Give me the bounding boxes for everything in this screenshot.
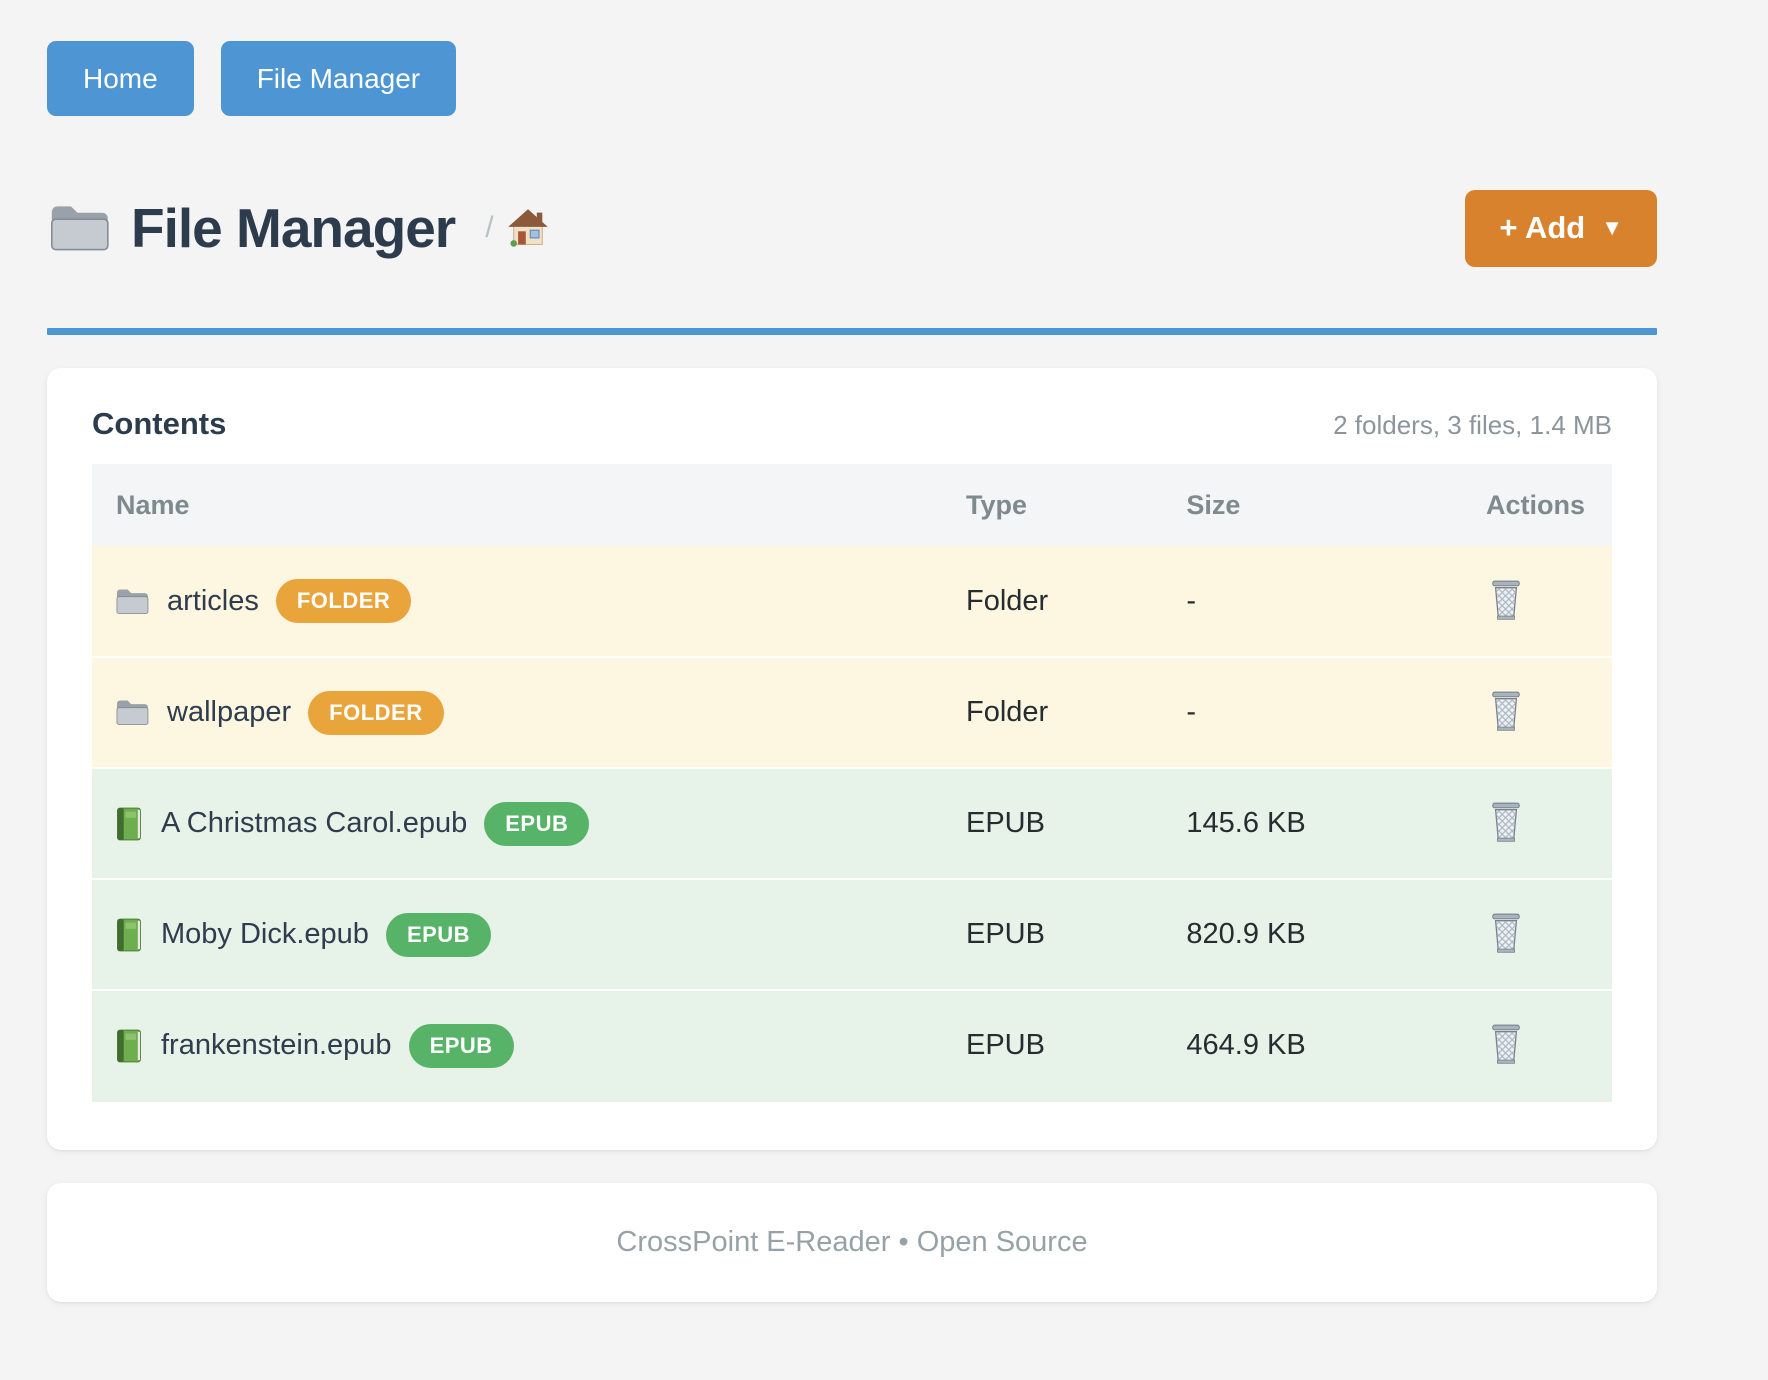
trash-icon xyxy=(1489,690,1523,732)
page-header: File Manager / + Add ▼ xyxy=(47,182,1657,274)
folder-icon xyxy=(47,200,111,256)
contents-title: Contents xyxy=(92,406,227,441)
table-row: wallpaper FOLDER Folder - xyxy=(92,656,1612,768)
type-badge: EPUB xyxy=(385,912,492,957)
book-icon xyxy=(114,917,144,953)
table-row: articles FOLDER Folder - xyxy=(92,546,1612,657)
home-button[interactable]: Home xyxy=(47,41,194,116)
page-title: File Manager xyxy=(131,197,456,259)
contents-card: Contents 2 folders, 3 files, 1.4 MB Name… xyxy=(47,368,1657,1150)
file-manager-button[interactable]: File Manager xyxy=(220,41,457,116)
file-table: Name Type Size Actions xyxy=(92,464,1612,1102)
table-row: Moby Dick.epub EPUB EPUB 820.9 KB xyxy=(92,878,1612,990)
item-size: 145.6 KB xyxy=(1186,767,1400,879)
top-nav: Home File Manager xyxy=(47,41,1657,116)
delete-button[interactable] xyxy=(1485,686,1527,739)
page: Home File Manager File Manager / + Add ▼ xyxy=(47,0,1657,1302)
column-header-size: Size xyxy=(1186,464,1400,546)
item-size: - xyxy=(1186,656,1400,768)
trash-icon xyxy=(1489,579,1523,621)
delete-button[interactable] xyxy=(1485,908,1527,961)
delete-button[interactable] xyxy=(1485,575,1527,628)
add-button[interactable]: + Add ▼ xyxy=(1465,189,1657,267)
delete-button[interactable] xyxy=(1485,797,1527,850)
column-header-actions: Actions xyxy=(1399,464,1612,546)
house-icon[interactable] xyxy=(506,206,550,250)
add-button-label: + Add xyxy=(1499,210,1586,245)
item-type: EPUB xyxy=(966,767,1187,879)
delete-button[interactable] xyxy=(1485,1019,1527,1072)
type-badge: FOLDER xyxy=(308,690,444,735)
item-name-link[interactable]: Moby Dick.epub xyxy=(161,918,369,950)
book-icon xyxy=(114,1028,144,1064)
item-size: - xyxy=(1186,584,1197,617)
column-header-type: Type xyxy=(966,464,1187,546)
item-type: Folder xyxy=(966,656,1187,768)
chevron-down-icon: ▼ xyxy=(1601,215,1623,240)
type-badge: FOLDER xyxy=(275,579,412,623)
folder-icon xyxy=(114,586,150,617)
contents-summary: 2 folders, 3 files, 1.4 MB xyxy=(1333,410,1612,440)
footer: CrossPoint E-Reader • Open Source xyxy=(47,1183,1657,1302)
item-name-link[interactable]: articles xyxy=(167,584,259,617)
trash-icon xyxy=(1489,1023,1523,1065)
item-type: EPUB xyxy=(966,989,1187,1102)
trash-icon xyxy=(1489,801,1523,843)
type-badge: EPUB xyxy=(484,801,590,846)
item-name-link[interactable]: A Christmas Carol.epub xyxy=(161,807,468,839)
column-header-name: Name xyxy=(92,464,966,546)
type-badge: EPUB xyxy=(408,1023,514,1068)
table-header-row: Name Type Size Actions xyxy=(92,464,1612,546)
accent-divider xyxy=(47,328,1657,335)
item-name-link[interactable]: frankenstein.epub xyxy=(161,1029,392,1061)
item-name-link[interactable]: wallpaper xyxy=(167,696,292,728)
folder-icon xyxy=(114,697,150,728)
footer-text: CrossPoint E-Reader • Open Source xyxy=(616,1226,1088,1258)
table-row: A Christmas Carol.epub EPUB EPUB 145.6 K… xyxy=(92,767,1612,879)
breadcrumb-separator: / xyxy=(485,211,494,244)
item-size: 464.9 KB xyxy=(1186,989,1400,1102)
table-row: frankenstein.epub EPUB EPUB 464.9 KB xyxy=(92,989,1612,1102)
trash-icon xyxy=(1489,912,1523,954)
book-icon xyxy=(114,806,144,842)
item-size: 820.9 KB xyxy=(1186,878,1400,990)
item-type: Folder xyxy=(966,584,1049,617)
item-type: EPUB xyxy=(966,878,1187,990)
